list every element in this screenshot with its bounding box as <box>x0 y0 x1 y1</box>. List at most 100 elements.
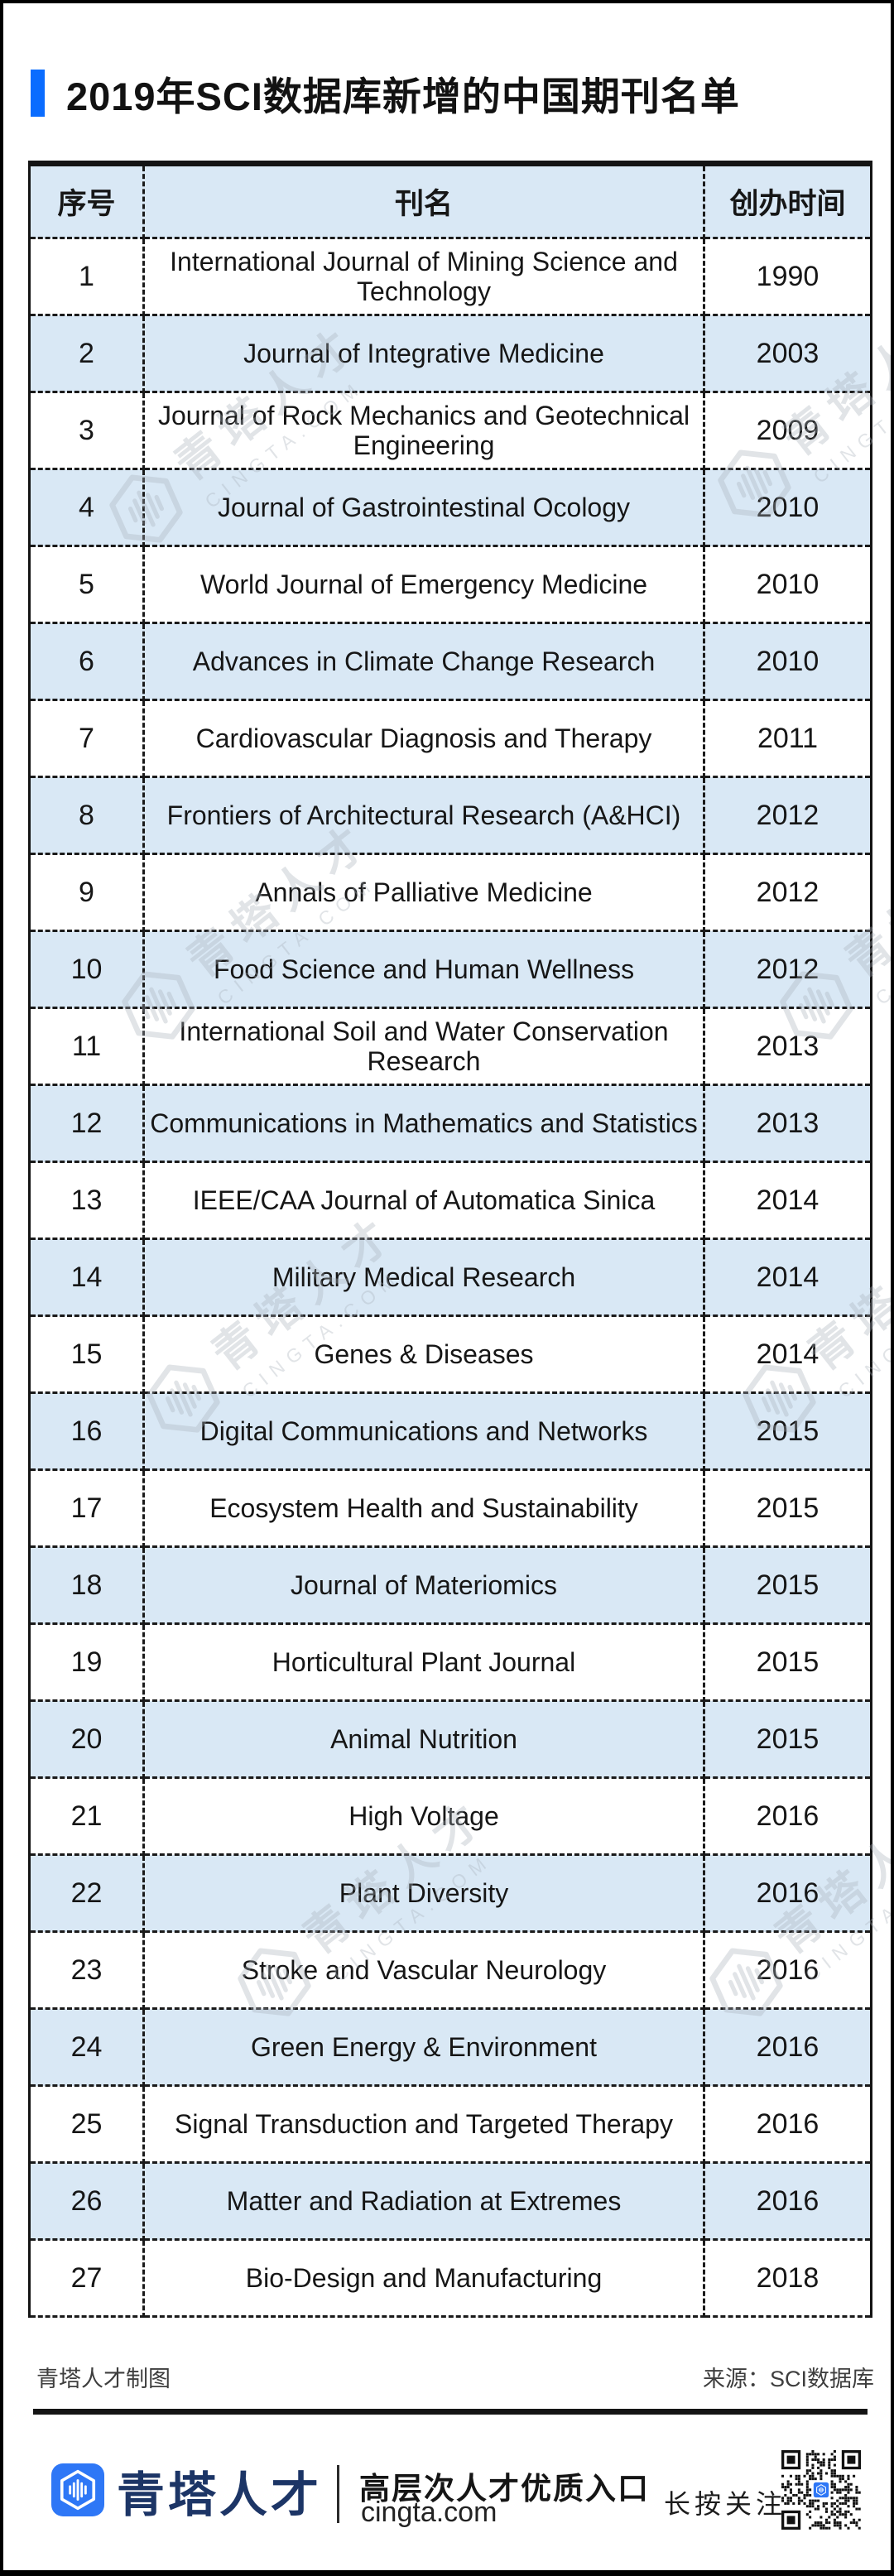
row-index: 18 <box>29 1546 145 1625</box>
table-row: 19 Horticultural Plant Journal 2015 <box>29 1623 872 1702</box>
table-row: 15 Genes & Diseases 2014 <box>29 1315 872 1394</box>
table-row: 6 Advances in Climate Change Research 2010 <box>29 622 872 701</box>
journal-name: Journal of Rock Mechanics and Geotechnic… <box>143 392 705 470</box>
table-row: 10 Food Science and Human Wellness 2012 <box>29 930 872 1009</box>
row-index: 9 <box>29 853 145 932</box>
journal-name: International Journal of Mining Science … <box>143 238 705 316</box>
founding-year: 2015 <box>704 1623 872 1702</box>
row-index: 25 <box>29 2085 145 2164</box>
table-row: 25 Signal Transduction and Targeted Thera… <box>29 2085 872 2164</box>
table-row: 23 Stroke and Vascular Neurology 2016 <box>29 1931 872 2010</box>
row-index: 5 <box>29 545 145 624</box>
table-row: 5 World Journal of Emergency Medicine 2010 <box>29 545 872 624</box>
journal-name: Stroke and Vascular Neurology <box>143 1931 705 2010</box>
row-index: 15 <box>29 1315 145 1394</box>
table-row: 1 International Journal of Mining Science… <box>29 238 872 316</box>
row-index: 24 <box>29 2008 145 2087</box>
row-index: 7 <box>29 699 145 778</box>
journal-name: Matter and Radiation at Extremes <box>143 2162 705 2241</box>
journal-name: High Voltage <box>143 1777 705 1856</box>
table-row: 13 IEEE/CAA Journal of Automatica Sinica 2… <box>29 1161 872 1240</box>
founding-year: 2015 <box>704 1469 872 1548</box>
journal-name: Journal of Integrative Medicine <box>143 315 705 393</box>
journal-name: IEEE/CAA Journal of Automatica Sinica <box>143 1161 705 1240</box>
row-index: 12 <box>29 1084 145 1163</box>
journal-name: Military Medical Research <box>143 1238 705 1317</box>
founding-year: 2016 <box>704 2085 872 2164</box>
row-index: 10 <box>29 930 145 1009</box>
row-index: 1 <box>29 238 145 316</box>
row-index: 26 <box>29 2162 145 2241</box>
brand-site-url: cingta.com <box>361 2497 497 2528</box>
founding-year: 2018 <box>704 2239 872 2318</box>
table-row: 24 Green Energy & Environment 2016 <box>29 2008 872 2087</box>
founding-year: 2014 <box>704 1238 872 1317</box>
founding-year: 2010 <box>704 469 872 547</box>
qr-code-icon <box>781 2450 861 2530</box>
journal-name: Frontiers of Architectural Research (A&H… <box>143 776 705 855</box>
journal-name: Horticultural Plant Journal <box>143 1623 705 1702</box>
founding-year: 2003 <box>704 315 872 393</box>
journal-name: World Journal of Emergency Medicine <box>143 545 705 624</box>
founding-year: 2015 <box>704 1392 872 1471</box>
brand-name: 青塔人才 <box>117 2468 323 2522</box>
follow-label: 长按关注 <box>664 2489 787 2519</box>
founding-year: 2009 <box>704 392 872 470</box>
journal-name: Animal Nutrition <box>143 1700 705 1779</box>
table-row: 3 Journal of Rock Mechanics and Geotechni… <box>29 392 872 470</box>
row-index: 16 <box>29 1392 145 1471</box>
founding-year: 2012 <box>704 930 872 1009</box>
table-row: 16 Digital Communications and Networks 201… <box>29 1392 872 1471</box>
footer-divider <box>33 2409 868 2415</box>
row-index: 6 <box>29 622 145 701</box>
row-index: 27 <box>29 2239 145 2318</box>
row-index: 8 <box>29 776 145 855</box>
journal-name: Annals of Palliative Medicine <box>143 853 705 932</box>
row-index: 13 <box>29 1161 145 1240</box>
title-row: 2019年SCI数据库新增的中国期刊名单 <box>31 65 740 122</box>
journal-name: Communications in Mathematics and Statis… <box>143 1084 705 1163</box>
row-index: 20 <box>29 1700 145 1779</box>
row-index: 3 <box>29 392 145 470</box>
journal-name: Bio-Design and Manufacturing <box>143 2239 705 2318</box>
row-index: 21 <box>29 1777 145 1856</box>
table-row: 22 Plant Diversity 2016 <box>29 1854 872 1933</box>
table-row: 18 Journal of Materiomics 2015 <box>29 1546 872 1625</box>
row-index: 4 <box>29 469 145 547</box>
table-row: 11 International Soil and Water Conservat… <box>29 1007 872 1086</box>
journal-table: 序号 刊名 创办时间 1 International Journal of Min… <box>28 161 872 2318</box>
founding-year: 2016 <box>704 2008 872 2087</box>
notes-row: 青塔人才制图 来源：SCI数据库 <box>36 2361 874 2393</box>
founding-year: 2011 <box>704 699 872 778</box>
col-header-index: 序号 <box>29 163 145 239</box>
table-row: 7 Cardiovascular Diagnosis and Therapy 201… <box>29 699 872 778</box>
founding-year: 2010 <box>704 545 872 624</box>
source-note: 来源：SCI数据库 <box>702 2367 874 2391</box>
journal-name: Signal Transduction and Targeted Therapy <box>143 2085 705 2164</box>
founding-year: 2013 <box>704 1084 872 1163</box>
brand-tagline: 高层次人才优质入口 <box>359 2472 650 2506</box>
founding-year: 2016 <box>704 2162 872 2241</box>
founding-year: 2014 <box>704 1161 872 1240</box>
journal-name: Plant Diversity <box>143 1854 705 1933</box>
row-index: 19 <box>29 1623 145 1702</box>
row-index: 17 <box>29 1469 145 1548</box>
journal-name: Advances in Climate Change Research <box>143 622 705 701</box>
title-accent-bar <box>31 70 45 117</box>
founding-year: 2014 <box>704 1315 872 1394</box>
brand-divider <box>337 2465 339 2523</box>
row-index: 23 <box>29 1931 145 2010</box>
journal-name: Journal of Materiomics <box>143 1546 705 1625</box>
founding-year: 2015 <box>704 1546 872 1625</box>
col-header-journal-name: 刊名 <box>143 163 705 239</box>
row-index: 22 <box>29 1854 145 1933</box>
journal-name: Journal of Gastrointestinal Ocology <box>143 469 705 547</box>
journal-name: Food Science and Human Wellness <box>143 930 705 1009</box>
col-header-founding-year: 创办时间 <box>704 163 872 239</box>
row-index: 14 <box>29 1238 145 1317</box>
table-row: 4 Journal of Gastrointestinal Ocology 2010 <box>29 469 872 547</box>
credit-note: 青塔人才制图 <box>36 2367 171 2391</box>
row-index: 11 <box>29 1007 145 1086</box>
journal-name: Ecosystem Health and Sustainability <box>143 1469 705 1548</box>
founding-year: 2015 <box>704 1700 872 1779</box>
